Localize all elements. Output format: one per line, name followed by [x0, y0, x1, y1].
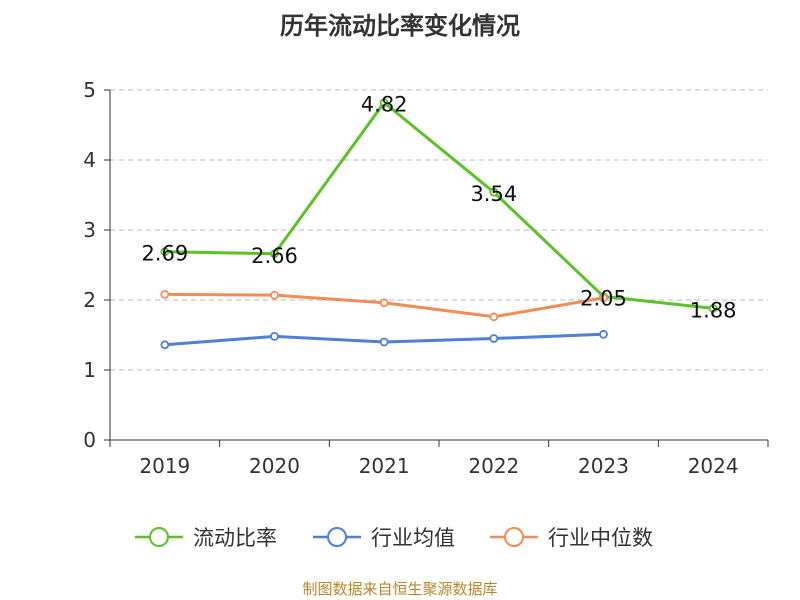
data-point	[160, 340, 170, 350]
data-point	[379, 298, 389, 308]
series-lines	[160, 98, 718, 350]
data-point	[599, 329, 608, 339]
y-tick-label: 4	[83, 148, 96, 172]
legend-marker	[504, 527, 524, 547]
legend-marker	[327, 527, 347, 547]
data-point	[270, 290, 279, 300]
axes: 0 1 2 3 4 5 2019 2020 2021 2022 2023 2024	[83, 78, 769, 478]
data-label: 1.88	[690, 298, 737, 322]
data-point	[160, 289, 170, 299]
y-tick-label: 0	[83, 428, 96, 452]
legend-label: 流动比率	[193, 526, 277, 550]
data-label: 2.05	[580, 287, 627, 311]
data-point	[379, 98, 389, 107]
y-tick-label: 3	[83, 218, 96, 242]
data-point	[489, 312, 499, 322]
source-footer: 制图数据来自恒生聚源数据库	[302, 580, 498, 598]
y-tick-label: 2	[83, 288, 96, 312]
data-point	[489, 334, 499, 343]
legend: 流动比率 行业均值 行业中位数	[135, 526, 653, 550]
x-tick-label: 2023	[578, 454, 629, 478]
data-point	[489, 187, 499, 197]
y-tick-label: 5	[83, 78, 96, 102]
data-point	[599, 293, 608, 303]
legend-label: 行业中位数	[548, 526, 653, 550]
x-tick-label: 2024	[688, 454, 739, 478]
series-line-1	[164, 101, 714, 310]
data-label: 3.54	[470, 182, 517, 206]
data-labels: 2.69 2.66 4.82 3.54 2.05 1.88	[141, 93, 736, 323]
data-point	[270, 249, 279, 259]
y-tick-label: 1	[83, 358, 96, 382]
data-label: 2.69	[141, 242, 188, 266]
x-tick-label: 2019	[139, 454, 190, 478]
data-point	[379, 337, 389, 347]
x-tick-label: 2022	[468, 454, 519, 478]
data-point	[708, 303, 718, 313]
data-label: 4.82	[361, 93, 408, 117]
data-point	[270, 331, 279, 341]
grid-lines	[110, 89, 768, 371]
data-point	[160, 247, 170, 257]
x-tick-label: 2020	[249, 454, 300, 478]
legend-label: 行业均值	[371, 526, 455, 550]
x-tick-label: 2021	[359, 454, 410, 478]
chart-title: 历年流动比率变化情况	[280, 12, 520, 40]
data-label: 2.66	[251, 244, 298, 268]
legend-marker	[149, 527, 169, 547]
